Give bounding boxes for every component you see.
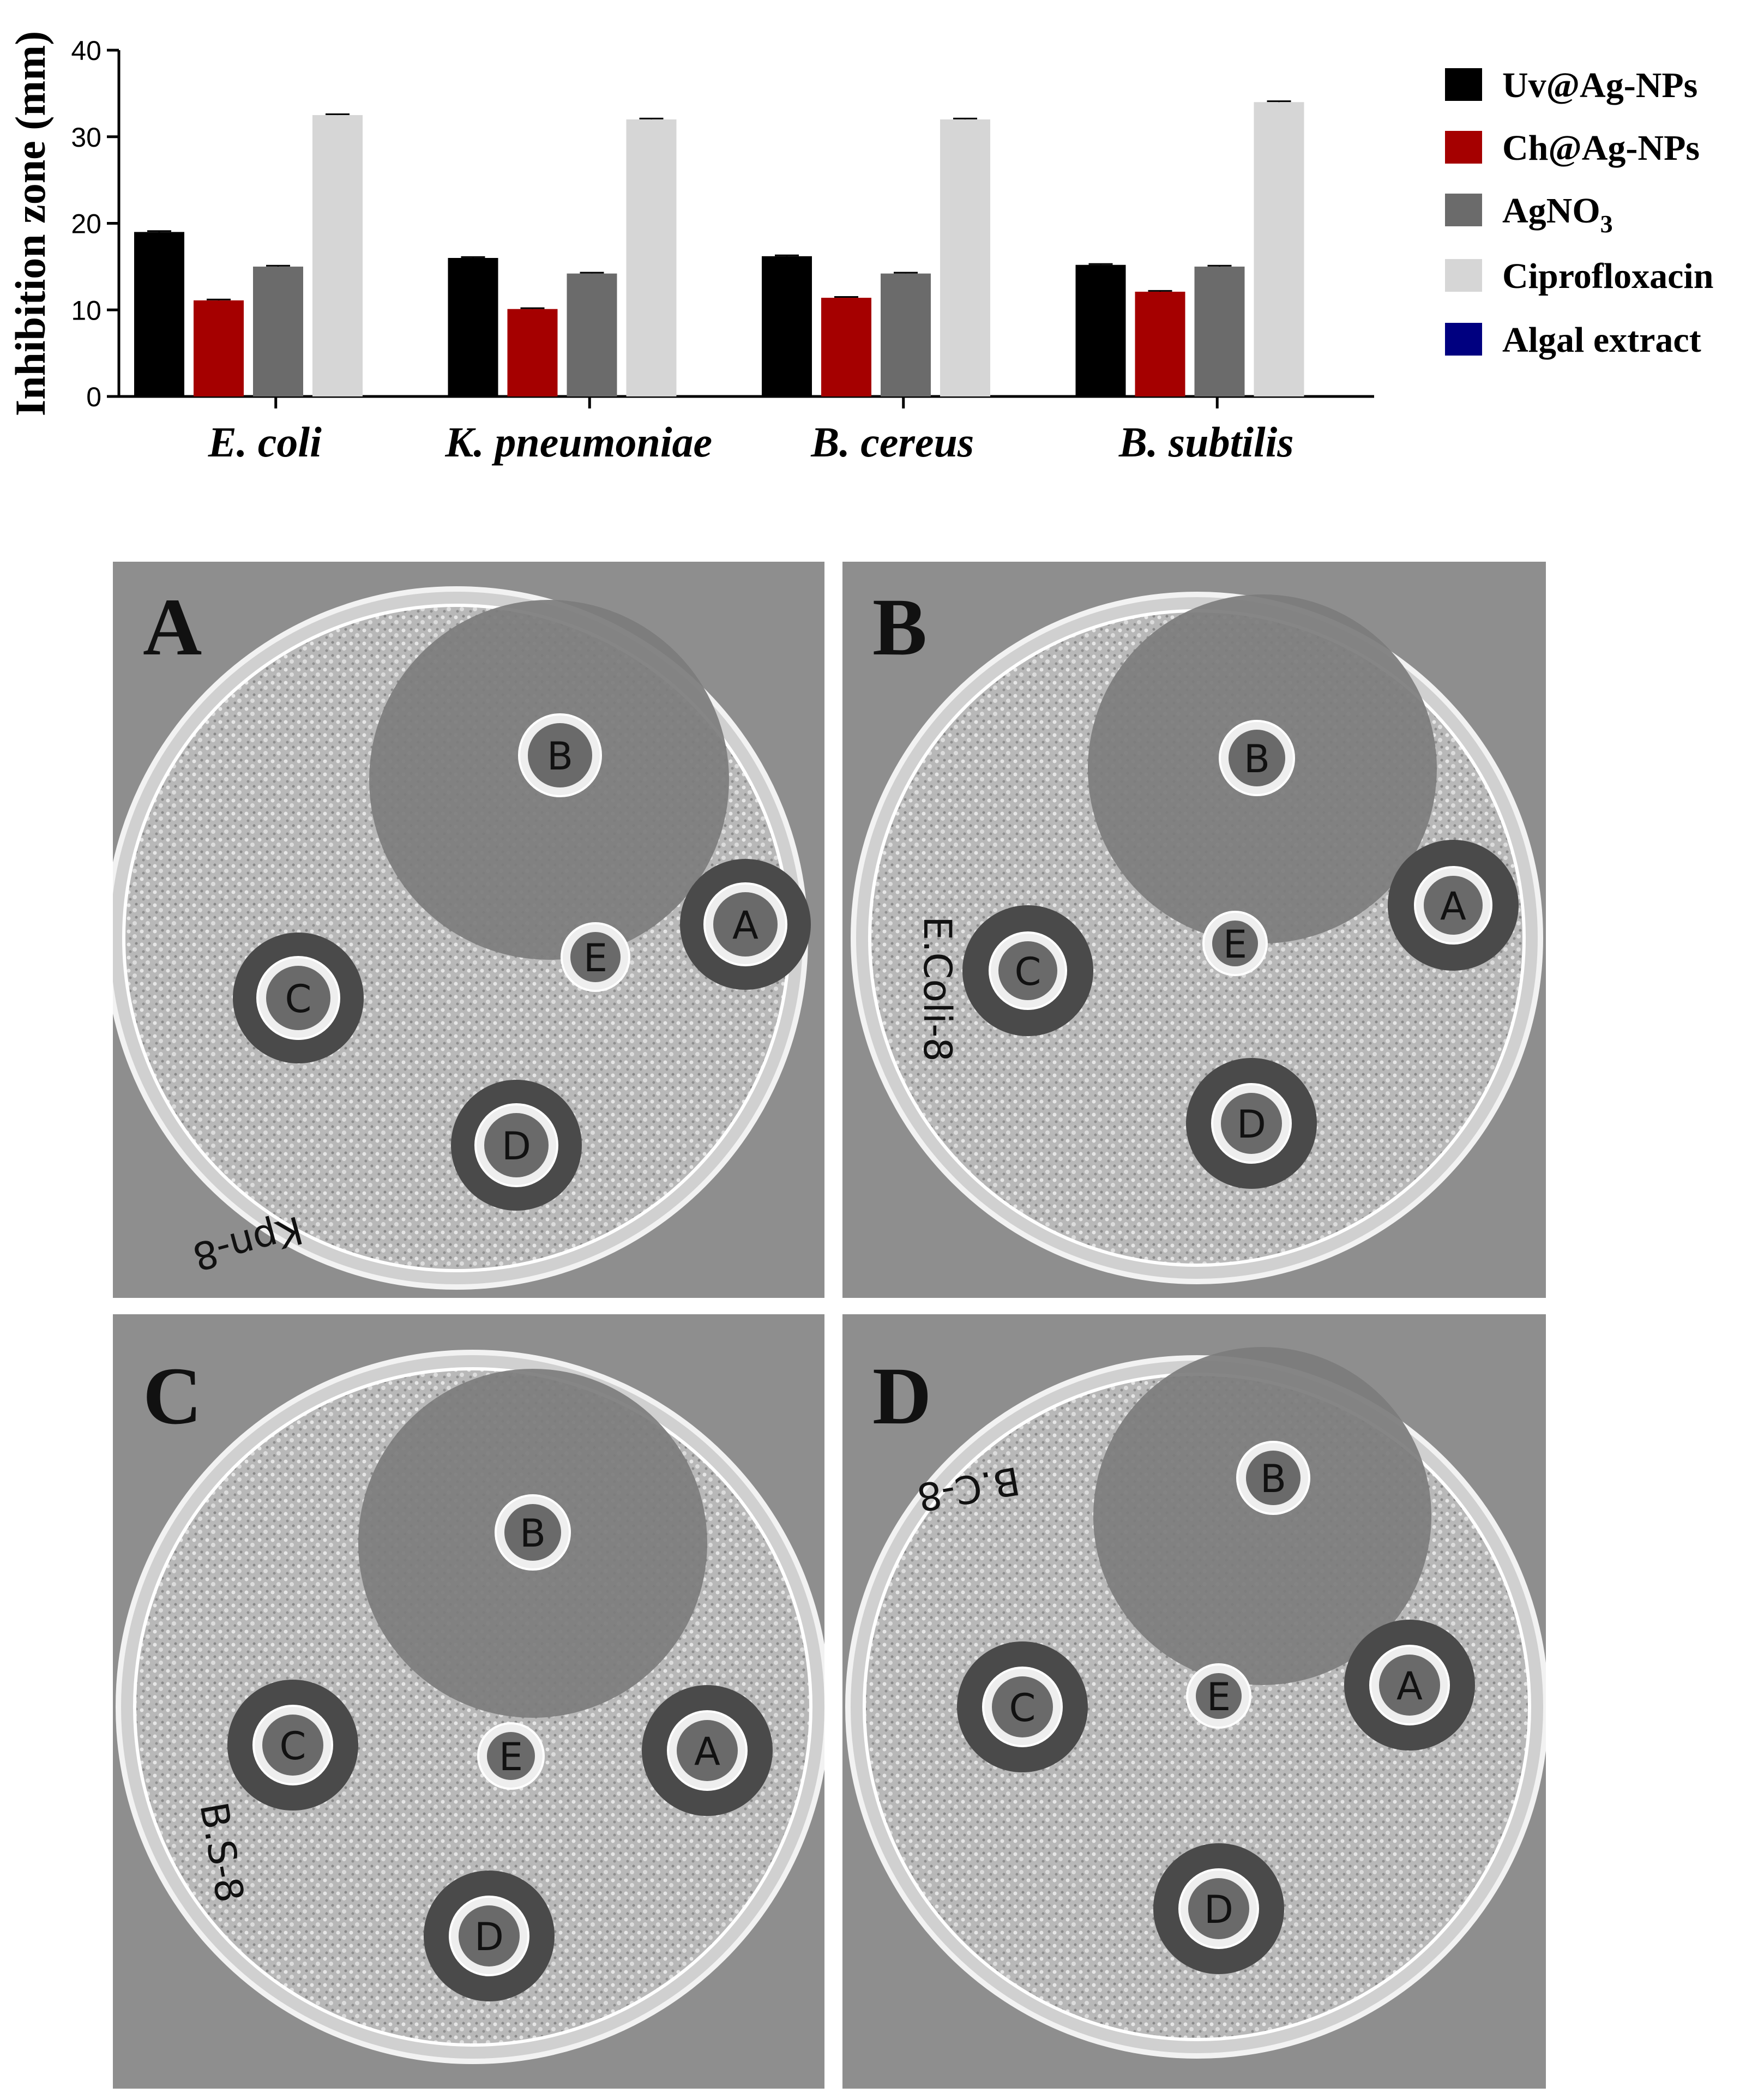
- legend-label-uv: Uv@Ag-NPs: [1502, 65, 1697, 105]
- bar: [253, 266, 303, 396]
- bar: [1254, 102, 1304, 396]
- legend-label-algal: Algal extract: [1502, 320, 1701, 360]
- bar: [507, 309, 558, 396]
- well-center: [266, 966, 330, 1030]
- y-tick-label: 20: [71, 209, 101, 239]
- well-label: C: [1015, 949, 1041, 994]
- y-tick-label: 10: [71, 295, 101, 326]
- legend: Uv@Ag-NPs Ch@Ag-NPs AgNO3 Ciprofloxacin …: [1445, 65, 1713, 360]
- well-label: C: [285, 977, 312, 1021]
- well-label: E: [583, 936, 607, 981]
- well-center: [528, 723, 592, 787]
- well-label: D: [1204, 1887, 1233, 1932]
- y-tick-label: 40: [71, 35, 101, 66]
- legend-swatch-uv: [1445, 68, 1482, 101]
- well-label: D: [474, 1915, 504, 1959]
- well-label: E: [1207, 1675, 1231, 1719]
- bar: [1135, 291, 1185, 396]
- legend-label-agno3: AgNO3: [1502, 191, 1613, 238]
- bar-chart: 0 10 20 30 40 E. coli K. pneumoniae B. cereus B.…: [7, 31, 1713, 466]
- legend-label-agno3-main: AgNO: [1502, 191, 1600, 231]
- petri-dish-panel-b: B A E C D E.Coli-8 B: [842, 562, 1546, 1298]
- well-center: [1424, 876, 1483, 935]
- bar: [1194, 266, 1245, 396]
- well-center: [1212, 921, 1258, 966]
- y-tick-label: 30: [71, 122, 101, 153]
- well-label: C: [280, 1724, 306, 1769]
- well-center: [1379, 1655, 1440, 1716]
- plot-area: 0 10 20 30 40 E. coli K. pneumoniae B. cereus B.…: [71, 35, 1374, 466]
- bar: [821, 298, 871, 396]
- y-axis-label: Inhibition zone (mm): [7, 31, 54, 416]
- bar: [312, 115, 363, 396]
- x-tick-label: B. cereus: [810, 418, 974, 466]
- well-center: [713, 892, 778, 957]
- legend-label-ch: Ch@Ag-NPs: [1502, 128, 1700, 168]
- x-tick-label: B. subtilis: [1118, 418, 1294, 466]
- well-center: [677, 1720, 738, 1781]
- bar: [762, 256, 812, 396]
- petri-dish-panel-a: B A E C D Kpn-8 A: [113, 562, 824, 1298]
- well-center: [1221, 1093, 1282, 1154]
- panel-label-b: B: [872, 582, 928, 672]
- well-center: [459, 1905, 520, 1966]
- well-center: [1196, 1673, 1242, 1719]
- well-center: [998, 941, 1057, 1000]
- x-tick-label: E. coli: [208, 418, 322, 466]
- well-center: [1229, 730, 1285, 786]
- bar: [940, 119, 990, 396]
- petri-dish-panel-d: B A E C D B.C-8 D: [842, 1314, 1546, 2089]
- bar: [448, 258, 498, 396]
- well-label: B: [1260, 1457, 1286, 1501]
- bar: [567, 273, 617, 396]
- well-center: [1188, 1878, 1249, 1939]
- well-label: D: [1237, 1102, 1266, 1147]
- panel-label-d: D: [872, 1351, 932, 1441]
- bar: [194, 300, 244, 396]
- panel-label-c: C: [143, 1351, 202, 1441]
- well-label: E: [499, 1735, 523, 1779]
- legend-label-cipro: Ciprofloxacin: [1502, 256, 1713, 296]
- petri-dish-photo: B A E C D E.Coli-8: [851, 592, 1543, 1284]
- legend-label-agno3-sub: 3: [1600, 210, 1613, 238]
- well-center: [262, 1715, 323, 1776]
- well-label: B: [547, 734, 573, 779]
- well-center: [484, 1113, 549, 1177]
- well-center: [992, 1676, 1053, 1737]
- x-tick-label: K. pneumoniae: [444, 418, 712, 466]
- well-center: [504, 1504, 561, 1561]
- well-label: A: [1396, 1664, 1423, 1709]
- bar: [881, 273, 931, 396]
- petri-dish-panel-c: B A E C D B.S-8 C: [113, 1314, 824, 2089]
- well-label: A: [1440, 884, 1466, 929]
- well-label: A: [694, 1729, 720, 1774]
- bar: [1075, 264, 1126, 396]
- well-label: E: [1223, 922, 1247, 967]
- well-label: B: [520, 1511, 546, 1556]
- clear-zone: [1093, 1347, 1431, 1685]
- panel-label-a: A: [143, 582, 202, 672]
- handwritten-label: E.Coli-8: [915, 916, 960, 1062]
- well-label: B: [1244, 737, 1270, 781]
- well-center: [487, 1732, 535, 1780]
- legend-swatch-agno3: [1445, 194, 1482, 226]
- legend-swatch-ch: [1445, 131, 1482, 164]
- well-center: [1246, 1451, 1301, 1505]
- well-center: [570, 932, 621, 982]
- well-label: C: [1009, 1686, 1036, 1730]
- legend-swatch-algal: [1445, 323, 1482, 356]
- well-label: D: [502, 1124, 531, 1169]
- bar: [626, 119, 677, 396]
- y-tick-label: 0: [86, 382, 101, 412]
- bar: [134, 232, 184, 396]
- legend-swatch-cipro: [1445, 259, 1482, 292]
- well-label: A: [732, 903, 758, 948]
